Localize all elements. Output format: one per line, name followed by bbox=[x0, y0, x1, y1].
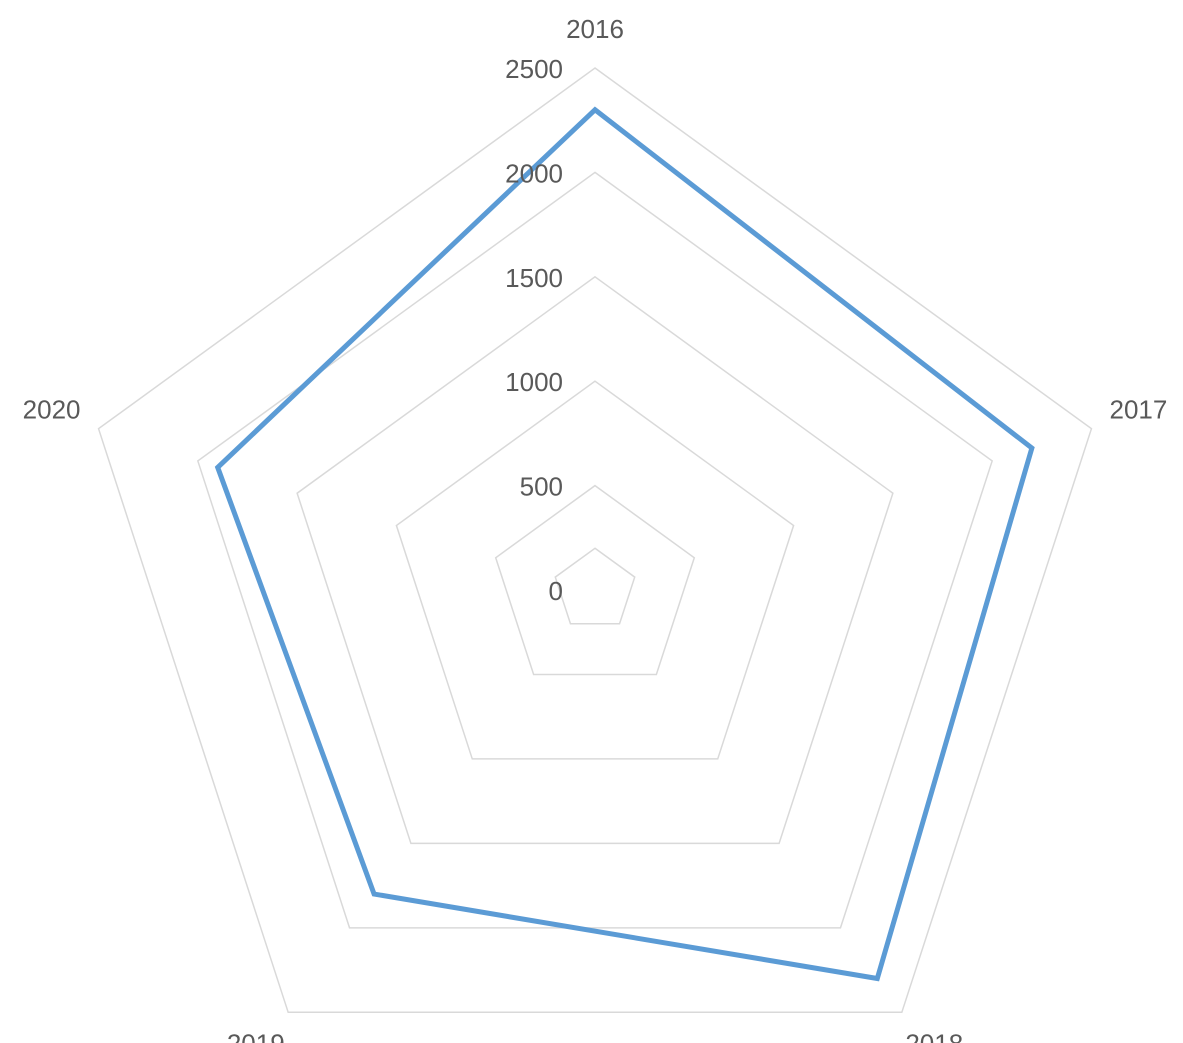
category-label-2020: 2020 bbox=[23, 394, 81, 424]
category-label-2017: 2017 bbox=[1109, 394, 1167, 424]
tick-label-500: 500 bbox=[520, 472, 563, 502]
tick-label-1000: 1000 bbox=[505, 367, 563, 397]
tick-label-layer: 0 500 1000 1500 2000 2500 bbox=[505, 54, 563, 606]
grid-ring-2500 bbox=[97, 67, 1093, 1014]
category-label-2016: 2016 bbox=[566, 14, 624, 44]
series-line-0 bbox=[214, 106, 1035, 982]
grid-ring-2000 bbox=[196, 171, 994, 929]
series-layer bbox=[214, 106, 1035, 982]
tick-label-2000: 2000 bbox=[505, 158, 563, 188]
category-label-2019: 2019 bbox=[227, 1029, 285, 1043]
grid-ring-1500 bbox=[296, 275, 894, 845]
grid-ring-inner bbox=[554, 547, 636, 625]
tick-label-2500: 2500 bbox=[505, 54, 563, 84]
category-label-2018: 2018 bbox=[905, 1029, 963, 1043]
tick-label-1500: 1500 bbox=[505, 263, 563, 293]
tick-label-0: 0 bbox=[549, 576, 563, 606]
category-label-layer: 2016 2017 2018 2019 2020 bbox=[23, 14, 1168, 1043]
grid-ring-500 bbox=[494, 484, 696, 676]
grid-layer bbox=[97, 67, 1093, 1014]
grid-ring-1000 bbox=[395, 380, 795, 760]
